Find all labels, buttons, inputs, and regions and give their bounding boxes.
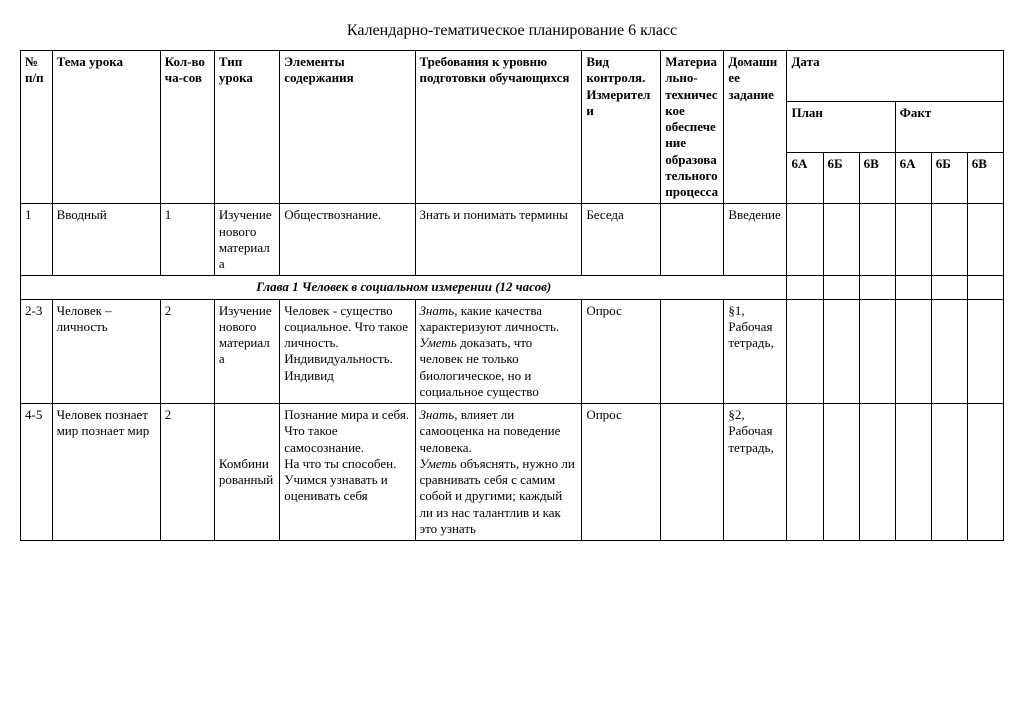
cell-elements: Человек - существо социальное. Что такое… <box>280 299 415 404</box>
cell-date <box>931 276 967 299</box>
cell-date <box>895 299 931 404</box>
cell-materials <box>661 404 724 541</box>
cell-date <box>859 276 895 299</box>
cell-requirements: Знать и понимать термины <box>415 204 582 276</box>
col-plan-6a: 6А <box>787 153 823 204</box>
cell-control: Опрос <box>582 404 661 541</box>
cell-date <box>967 299 1003 404</box>
cell-elements: Обществознание. <box>280 204 415 276</box>
col-homework: Домашнее задание <box>724 51 787 204</box>
cell-materials <box>661 204 724 276</box>
page-title: Календарно-тематическое планирование 6 к… <box>20 22 1004 40</box>
cell-hours: 1 <box>160 204 214 276</box>
cell-type: Комбинированный <box>214 404 279 541</box>
cell-date <box>823 404 859 541</box>
cell-homework: §2, Рабочая тетрадь, <box>724 404 787 541</box>
cell-elements: Познание мира и себя. Что такое самосозн… <box>280 404 415 541</box>
cell-date <box>787 204 823 276</box>
table-row: 4-5 Человек познает мир познает мир 2 Ко… <box>21 404 1004 541</box>
cell-date <box>787 404 823 541</box>
cell-date <box>931 299 967 404</box>
cell-num: 2-3 <box>21 299 53 404</box>
cell-homework: §1, Рабочая тетрадь, <box>724 299 787 404</box>
cell-date <box>823 204 859 276</box>
cell-control: Опрос <box>582 299 661 404</box>
plan-table: № п/п Тема урока Кол-во ча-сов Тип урока… <box>20 50 1004 541</box>
col-topic: Тема урока <box>52 51 160 204</box>
cell-type: Изучение нового материала <box>214 299 279 404</box>
cell-date <box>931 404 967 541</box>
cell-date <box>823 276 859 299</box>
cell-topic: Человек познает мир познает мир <box>52 404 160 541</box>
cell-date <box>859 404 895 541</box>
cell-type: Изучение нового материала <box>214 204 279 276</box>
section-row: Глава 1 Человек в социальном измерении (… <box>21 276 1004 299</box>
col-plan-6v: 6В <box>859 153 895 204</box>
cell-date <box>787 299 823 404</box>
col-hours: Кол-во ча-сов <box>160 51 214 204</box>
col-date: Дата <box>787 51 1004 102</box>
col-type: Тип урока <box>214 51 279 204</box>
cell-date <box>859 299 895 404</box>
cell-date <box>931 204 967 276</box>
cell-date <box>967 276 1003 299</box>
cell-homework: Введение <box>724 204 787 276</box>
col-elements: Элементы содержания <box>280 51 415 204</box>
col-fact-6b: 6Б <box>931 153 967 204</box>
cell-materials <box>661 299 724 404</box>
cell-date <box>967 204 1003 276</box>
cell-date <box>895 404 931 541</box>
table-head: № п/п Тема урока Кол-во ча-сов Тип урока… <box>21 51 1004 204</box>
cell-date <box>895 276 931 299</box>
cell-date <box>859 204 895 276</box>
col-plan: План <box>787 102 895 153</box>
table-row: 2-3 Человек – личность 2 Изучение нового… <box>21 299 1004 404</box>
req-able-label: Уметь <box>420 456 457 471</box>
cell-requirements: Знать, какие качества характеризуют личн… <box>415 299 582 404</box>
cell-hours: 2 <box>160 299 214 404</box>
cell-date <box>823 299 859 404</box>
cell-topic: Человек – личность <box>52 299 160 404</box>
col-plan-6b: 6Б <box>823 153 859 204</box>
col-fact-6a: 6А <box>895 153 931 204</box>
req-know-label: Знать, <box>420 303 458 318</box>
cell-hours: 2 <box>160 404 214 541</box>
table-row: 1 Вводный 1 Изучение нового материала Об… <box>21 204 1004 276</box>
cell-num: 4-5 <box>21 404 53 541</box>
col-num: № п/п <box>21 51 53 204</box>
cell-requirements: Знать, влияет ли самооценка на по­ведени… <box>415 404 582 541</box>
col-fact-6v: 6В <box>967 153 1003 204</box>
cell-date <box>787 276 823 299</box>
col-fact: Факт <box>895 102 1003 153</box>
col-materials: Материально-техническое обеспечение обра… <box>661 51 724 204</box>
cell-date <box>895 204 931 276</box>
cell-date <box>967 404 1003 541</box>
cell-topic: Вводный <box>52 204 160 276</box>
col-control: Вид контроля. Измерители <box>582 51 661 204</box>
req-able-label: Уметь <box>420 335 457 350</box>
col-requirements: Требования к уровню подготовки обучающих… <box>415 51 582 204</box>
cell-control: Беседа <box>582 204 661 276</box>
section-title: Глава 1 Человек в социальном измерении (… <box>21 276 787 299</box>
req-know-label: Знать, <box>420 407 458 422</box>
cell-num: 1 <box>21 204 53 276</box>
